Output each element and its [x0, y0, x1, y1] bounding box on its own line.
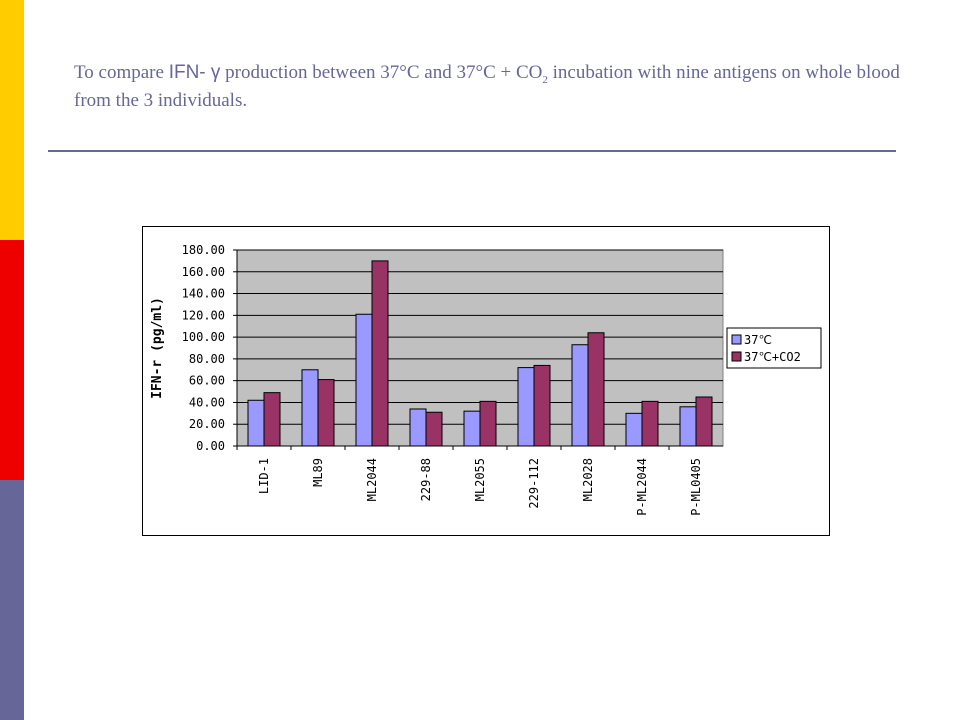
title-ifn-gamma: IFN- γ — [168, 62, 221, 83]
bar-chart: 0.00 20.00 40.00 60.00 80.00 100.00 120.00 140.… — [150, 243, 822, 516]
y-tick-label: 80.00 — [189, 352, 225, 366]
bar-series-37c-co2 — [371, 260, 389, 447]
bar-series-37c — [247, 399, 265, 447]
title-part-3: incubation with nine antigens on whole b… — [74, 62, 900, 111]
x-tick-label: P-ML2044 — [635, 458, 649, 516]
x-tick-label: P-ML0405 — [689, 458, 703, 516]
y-tick-label: 100.00 — [182, 330, 225, 344]
bar-series-37c — [679, 406, 697, 447]
bar-series-37c — [625, 412, 643, 447]
y-tick-label: 0.00 — [196, 439, 225, 453]
accent-bar-purple — [0, 480, 24, 720]
x-tick-label: LID-1 — [257, 458, 271, 494]
y-tick-label: 60.00 — [189, 374, 225, 388]
legend-swatch — [731, 334, 742, 345]
title-part-2: production between 37°C and 37°C + CO — [220, 62, 543, 83]
y-tick-label: 180.00 — [182, 243, 225, 257]
bar-series-37c-co2 — [263, 392, 281, 447]
x-tick-label: ML2044 — [365, 458, 379, 501]
bar-series-37c — [463, 410, 481, 447]
x-tick-label: ML2028 — [581, 458, 595, 501]
x-tick-label: 229-88 — [419, 458, 433, 501]
bar-series-37c-co2 — [641, 400, 659, 447]
bar-series-37c-co2 — [533, 364, 551, 447]
bar-series-37c — [571, 344, 589, 447]
title-part-1: To compare — [74, 62, 169, 83]
y-tick-label: 160.00 — [182, 265, 225, 279]
bar-series-37c — [301, 369, 319, 447]
bar-series-37c — [355, 313, 373, 447]
legend-label: 37℃+CO2 — [744, 350, 801, 364]
legend-swatch — [731, 351, 742, 362]
bar-series-37c-co2 — [317, 379, 335, 447]
x-tick-label: 229-112 — [527, 458, 541, 509]
chart-frame: 0.00 20.00 40.00 60.00 80.00 100.00 120.00 140.… — [142, 226, 830, 536]
y-tick-label: 40.00 — [189, 395, 225, 409]
bar-series-37c-co2 — [425, 411, 443, 447]
title-divider — [48, 150, 896, 152]
bar-series-37c-co2 — [695, 396, 713, 447]
legend-box — [726, 327, 822, 369]
y-axis-label: IFN-r (pg/ml) — [150, 297, 165, 399]
bar-series-37c-co2 — [479, 400, 497, 447]
y-tick-label: 140.00 — [182, 287, 225, 301]
y-tick-label: 20.00 — [189, 417, 225, 431]
bar-series-37c-co2 — [587, 332, 605, 447]
bar-series-37c — [517, 367, 535, 447]
x-tick-label: ML2055 — [473, 458, 487, 501]
legend-label: 37℃ — [744, 333, 772, 347]
accent-bar-yellow — [0, 0, 24, 240]
accent-bar-red — [0, 240, 24, 480]
bar-series-37c — [409, 408, 427, 447]
slide-title: To compare IFN- γ production between 37°… — [74, 59, 914, 115]
x-tick-label: ML89 — [311, 458, 325, 487]
y-tick-label: 120.00 — [182, 308, 225, 322]
title-subscript: 2 — [542, 73, 548, 86]
